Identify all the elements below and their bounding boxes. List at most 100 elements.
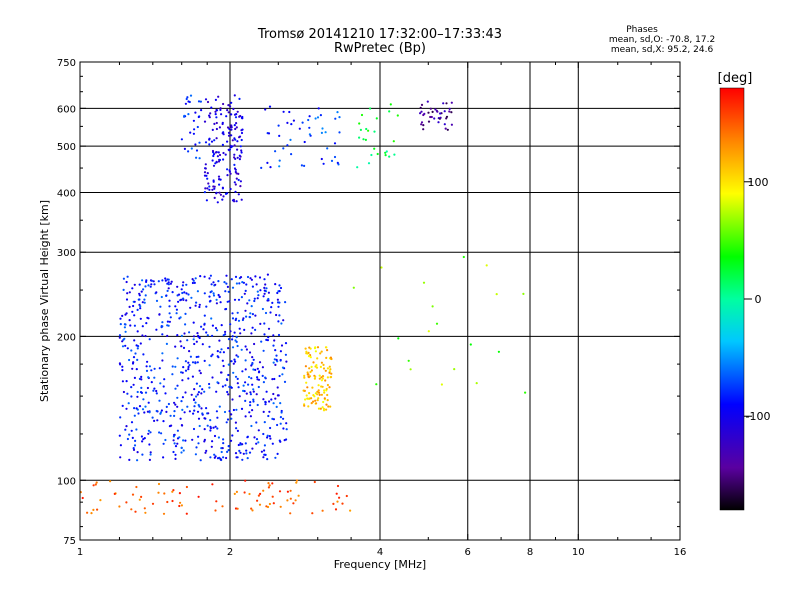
echo-point (234, 507, 238, 510)
echo-point (179, 501, 182, 504)
echo-point (131, 287, 134, 290)
echo-point (248, 299, 251, 302)
echo-point (178, 436, 181, 439)
echo-point (442, 102, 445, 105)
echo-point (216, 329, 219, 332)
echo-point (192, 338, 195, 341)
echo-point (192, 398, 196, 402)
echo-point (225, 282, 228, 285)
echo-point (448, 110, 451, 113)
echo-point (446, 128, 449, 131)
echo-point (212, 164, 216, 167)
echo-point (237, 443, 240, 447)
echo-point (252, 400, 255, 403)
echo-point (162, 512, 166, 515)
echo-point (192, 132, 195, 135)
echo-point (260, 340, 263, 343)
echo-point (171, 365, 174, 368)
echo-point (167, 281, 170, 284)
echo-point (221, 359, 224, 362)
echo-point (138, 292, 141, 295)
echo-point (203, 428, 206, 431)
echo-point (316, 116, 320, 119)
echo-point (328, 371, 331, 374)
echo-point (230, 101, 233, 104)
echo-point (208, 364, 211, 367)
echo-point (243, 491, 246, 494)
echo-point (188, 410, 191, 413)
echo-point (124, 344, 127, 347)
echo-point (200, 407, 203, 410)
echo-point (245, 392, 248, 395)
echo-point (262, 381, 265, 384)
echo-point (235, 408, 238, 411)
echo-point (193, 281, 196, 284)
echo-point (365, 127, 368, 131)
echo-point (158, 431, 161, 434)
echo-point (205, 174, 208, 177)
echo-point (196, 361, 199, 364)
echo-point (128, 458, 131, 461)
echo-point (308, 126, 311, 129)
echo-point (139, 342, 142, 345)
echo-point (495, 293, 498, 296)
echo-point (475, 382, 478, 385)
echo-point (131, 362, 135, 365)
echo-point (264, 283, 267, 286)
echo-point (236, 456, 239, 459)
echo-point (188, 364, 191, 367)
echo-point (149, 451, 152, 454)
echo-point (237, 193, 240, 196)
echo-point (172, 489, 175, 492)
echo-point (133, 300, 136, 303)
echo-point (268, 410, 271, 413)
echo-point (240, 296, 243, 299)
echo-point (168, 305, 171, 308)
echo-point (305, 350, 308, 353)
echo-point (389, 103, 392, 106)
echo-point (214, 283, 217, 286)
echo-point (263, 421, 266, 424)
echo-point (244, 359, 247, 362)
echo-point (295, 479, 299, 482)
echo-point (193, 388, 196, 391)
echo-point (214, 113, 217, 116)
echo-point (233, 181, 236, 184)
echo-point (462, 255, 465, 259)
echo-point (250, 377, 253, 380)
echo-point (276, 423, 279, 427)
echo-point (181, 408, 184, 411)
echo-point (322, 363, 325, 366)
echo-point (318, 374, 321, 377)
echo-point (221, 186, 224, 189)
echo-point (254, 368, 257, 371)
echo-point (119, 416, 122, 419)
echo-point (175, 308, 178, 311)
echo-point (147, 429, 150, 432)
echo-point (209, 429, 212, 432)
echo-point (248, 351, 252, 354)
echo-point (174, 457, 177, 460)
echo-point (321, 406, 324, 409)
echo-point (81, 496, 84, 500)
echo-point (196, 290, 199, 293)
echo-point (223, 281, 226, 284)
echo-point (238, 135, 242, 138)
echo-point (172, 439, 175, 442)
echo-point (375, 383, 378, 386)
echo-point (336, 111, 339, 114)
echo-point (189, 94, 193, 97)
echo-point (197, 442, 200, 445)
echo-point (272, 361, 275, 364)
echo-point (338, 116, 341, 119)
echo-point (178, 504, 181, 508)
stats-line2: mean, sd,X: 95.2, 24.6 (611, 45, 714, 55)
echo-point (180, 334, 183, 337)
echo-point (150, 279, 153, 282)
echo-point (139, 317, 142, 320)
echo-point (396, 114, 399, 117)
echo-point (266, 505, 270, 509)
echo-point (266, 458, 269, 461)
echo-point (203, 323, 206, 326)
echo-point (272, 334, 275, 337)
